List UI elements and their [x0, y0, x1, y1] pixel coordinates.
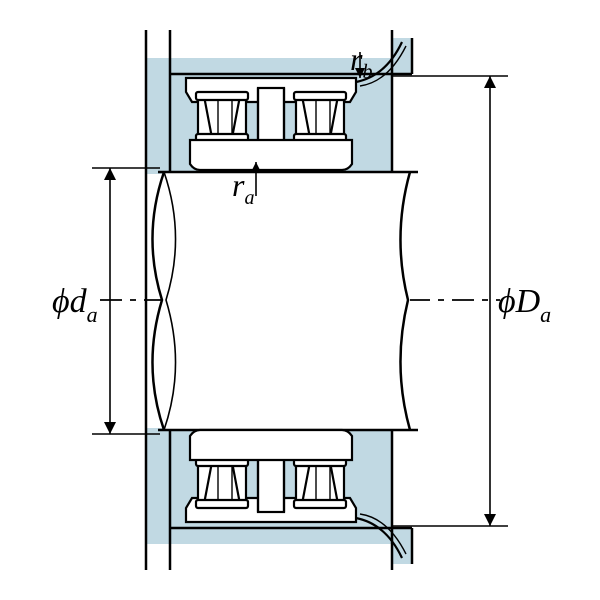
shaft-cylinder [152, 172, 418, 430]
label-phi-D-a: ϕDa [498, 283, 551, 327]
bearing-cross-section-diagram: ϕda ϕDa ra rb [0, 0, 600, 600]
label-r-b: rb [350, 41, 372, 83]
dimension-phi-d-a [92, 168, 160, 434]
label-phi-d-a: ϕda [52, 283, 98, 327]
